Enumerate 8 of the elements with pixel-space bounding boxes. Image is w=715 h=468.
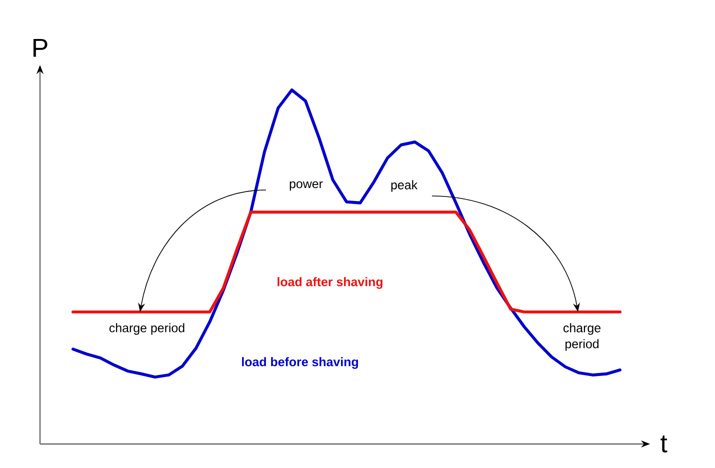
x-axis-title: t [660, 436, 668, 452]
text: load before shaving [242, 357, 358, 369]
annotation: charge period [564, 323, 600, 351]
y-axis-title: P [33, 38, 48, 57]
annotation: peak [391, 180, 418, 192]
text: load after shaving [278, 277, 382, 289]
annotation: power [290, 181, 323, 191]
annotation: charge period [109, 323, 184, 335]
